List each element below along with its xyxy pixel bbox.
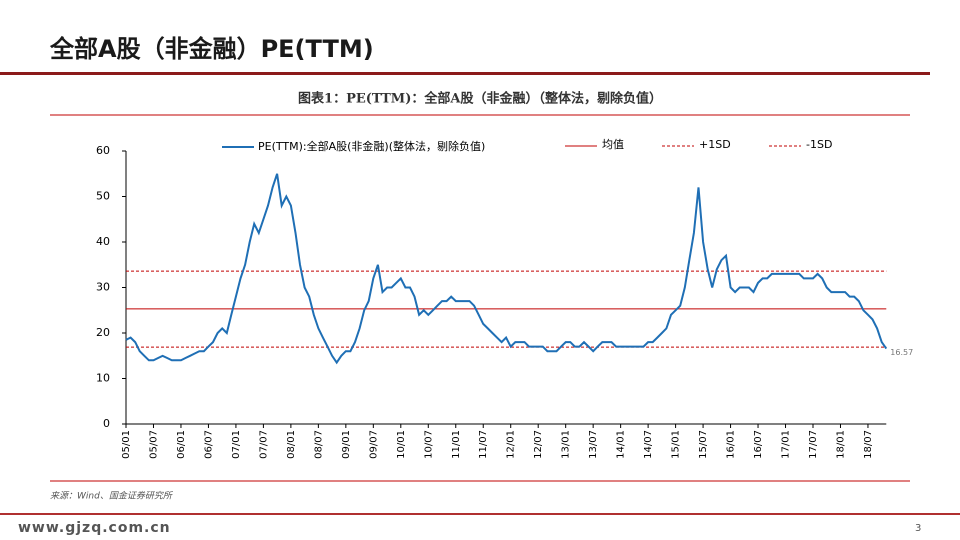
- slide-title: 全部A股（非金融）PE(TTM): [49, 35, 374, 63]
- y-tick-label: 40: [96, 235, 110, 248]
- x-tick-label: 13/01: [561, 430, 572, 459]
- footer-rule: [0, 513, 960, 515]
- x-tick-label: 12/07: [533, 430, 544, 459]
- y-tick-label: 60: [96, 144, 110, 157]
- series-line: [125, 173, 888, 365]
- chart-title: 图表1：PE(TTM)：全部A股（非金融）（整体法，剔除负值）: [298, 91, 662, 107]
- x-tick-label: 10/01: [396, 430, 407, 459]
- x-tick-label: 14/01: [616, 430, 627, 459]
- value-label: 16.57: [890, 348, 913, 357]
- x-tick-label: 07/01: [231, 430, 242, 459]
- x-tick-label: 15/01: [671, 430, 682, 459]
- footer-site: www.gjzq.com.cn: [18, 520, 171, 536]
- x-tick-label: 12/01: [506, 430, 517, 459]
- x-tick-label: 07/07: [258, 430, 269, 459]
- header-rule: [0, 72, 930, 75]
- x-tick-label: 05/07: [148, 430, 159, 459]
- x-tick-label: 11/07: [478, 430, 489, 459]
- x-tick-label: 06/01: [176, 430, 187, 459]
- page-number: 3: [915, 523, 921, 534]
- y-tick-label: 10: [96, 372, 110, 385]
- y-tick-label: 30: [96, 281, 110, 294]
- x-tick-label: 10/07: [423, 430, 434, 459]
- y-tick-label: 50: [96, 190, 110, 203]
- x-tick-label: 16/01: [726, 430, 737, 459]
- x-tick-label: 05/01: [121, 430, 132, 459]
- legend-label: +1SD: [699, 138, 731, 151]
- x-tick-label: 18/01: [835, 430, 846, 459]
- x-tick-label: 11/01: [451, 430, 462, 459]
- y-tick-label: 20: [96, 326, 110, 339]
- legend-label: 均值: [602, 138, 624, 151]
- x-tick-label: 13/07: [588, 430, 599, 459]
- x-tick-label: 09/07: [368, 430, 379, 459]
- source: 来源：Wind、国金证券研究所: [50, 491, 174, 502]
- y-tick-label: 0: [103, 417, 110, 430]
- x-tick-label: 18/07: [863, 430, 874, 459]
- x-tick-label: 17/07: [808, 430, 819, 459]
- x-tick-label: 14/07: [643, 430, 654, 459]
- x-tick-label: 09/01: [341, 430, 352, 459]
- x-tick-label: 08/07: [313, 430, 324, 459]
- x-tick-label: 08/01: [286, 430, 297, 459]
- x-tick-label: 17/01: [781, 430, 792, 459]
- x-tick-label: 06/07: [203, 430, 214, 459]
- legend-label: -1SD: [806, 138, 832, 151]
- x-tick-label: 15/07: [698, 430, 709, 459]
- legend-label: PE(TTM):全部A股(非金融)(整体法，剔除负值): [258, 139, 485, 153]
- x-tick-label: 16/07: [753, 430, 764, 459]
